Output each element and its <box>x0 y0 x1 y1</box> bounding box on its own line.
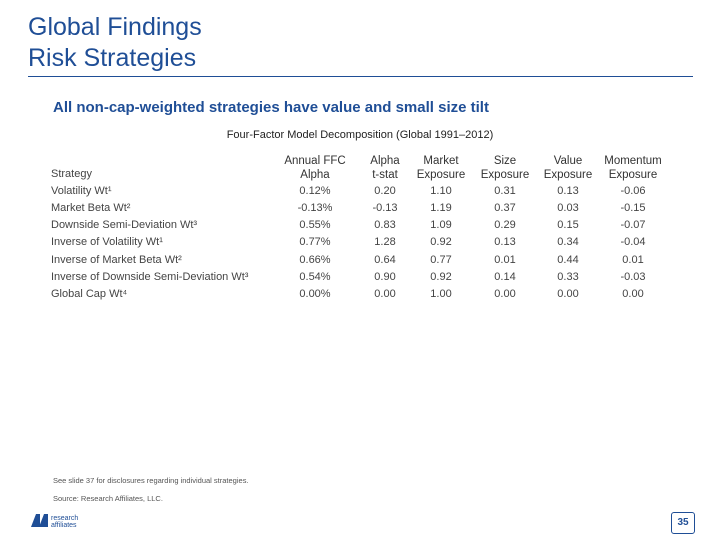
strategy-column-header: Strategy <box>51 168 92 180</box>
column-header-line: Alpha <box>300 169 330 181</box>
cell-size-exposure: 0.14 <box>494 271 516 283</box>
column-header-line: Alpha <box>370 155 400 167</box>
cell-size-exposure: 0.13 <box>494 236 516 248</box>
cell-ffc-alpha: 0.54% <box>299 271 331 283</box>
cell-momentum-exposure: 0.00 <box>622 288 644 300</box>
title-line-2: Risk Strategies <box>28 44 197 72</box>
column-header-momentum-exposure: Momentum Exposure <box>600 154 666 182</box>
cell-size-exposure: 0.29 <box>494 219 516 231</box>
cell-momentum-exposure: -0.04 <box>620 236 646 248</box>
cell-value-exposure: 0.34 <box>557 236 579 248</box>
logo-text-line-1: research <box>51 515 78 522</box>
column-header-line: Exposure <box>480 169 530 181</box>
cell-market-exposure: 1.19 <box>430 202 452 214</box>
cell-ffc-alpha: 0.00% <box>299 288 331 300</box>
cell-alpha-tstat: 0.20 <box>374 185 396 197</box>
cell-market-exposure: 0.92 <box>430 271 452 283</box>
cell-value-exposure: 0.44 <box>557 254 579 266</box>
cell-ffc-alpha: 0.77% <box>299 236 331 248</box>
column-header-line: Exposure <box>608 169 658 181</box>
row-label: Global Cap Wt⁴ <box>51 288 128 300</box>
column-header-market-exposure: Market Exposure <box>410 154 472 182</box>
cell-size-exposure: 0.31 <box>494 185 516 197</box>
cell-size-exposure: 0.00 <box>494 288 516 300</box>
title-line-1: Global Findings <box>28 13 202 41</box>
page-title: Global Findings Risk Strategies <box>28 12 202 74</box>
page-number: 35 <box>671 512 695 534</box>
cell-alpha-tstat: -0.13 <box>372 202 398 214</box>
row-label: Market Beta Wt² <box>51 202 131 214</box>
row-label: Volatility Wt¹ <box>51 185 112 197</box>
column-header-line: Value <box>553 155 583 167</box>
row-label: Downside Semi-Deviation Wt³ <box>51 219 198 231</box>
cell-ffc-alpha: 0.55% <box>299 219 331 231</box>
cell-momentum-exposure: -0.07 <box>620 219 646 231</box>
cell-market-exposure: 1.10 <box>430 185 452 197</box>
cell-alpha-tstat: 1.28 <box>374 236 396 248</box>
cell-ffc-alpha: 0.12% <box>299 185 331 197</box>
cell-value-exposure: 0.00 <box>557 288 579 300</box>
slide-subtitle: All non-cap-weighted strategies have val… <box>53 99 489 116</box>
cell-market-exposure: 0.92 <box>430 236 452 248</box>
row-label: Inverse of Volatility Wt¹ <box>51 236 163 248</box>
logo-text-line-2: affiliates <box>51 522 77 529</box>
column-header-line: Market <box>423 155 459 167</box>
cell-value-exposure: 0.15 <box>557 219 579 231</box>
column-header-line: Size <box>493 155 517 167</box>
row-label: Inverse of Downside Semi-Deviation Wt³ <box>51 271 249 283</box>
row-label: Inverse of Market Beta Wt² <box>51 254 182 266</box>
research-affiliates-logo: research affiliates <box>30 511 86 534</box>
cell-momentum-exposure: -0.15 <box>620 202 646 214</box>
column-header-line: t-stat <box>372 169 398 181</box>
column-header-line: Momentum <box>604 155 662 167</box>
cell-alpha-tstat: 0.90 <box>374 271 396 283</box>
cell-market-exposure: 1.00 <box>430 288 452 300</box>
column-header-size-exposure: Size Exposure <box>474 154 536 182</box>
cell-alpha-tstat: 0.83 <box>374 219 396 231</box>
cell-ffc-alpha: -0.13% <box>297 202 333 214</box>
cell-value-exposure: 0.33 <box>557 271 579 283</box>
column-header-ffc-alpha: Annual FFC Alpha <box>280 154 350 182</box>
cell-market-exposure: 1.09 <box>430 219 452 231</box>
column-header-line: Exposure <box>543 169 593 181</box>
column-header-line: Exposure <box>416 169 466 181</box>
table-caption: Four-Factor Model Decomposition (Global … <box>226 129 494 141</box>
column-header-line: Annual FFC <box>284 155 346 167</box>
logo-mark-icon: research affiliates <box>31 514 78 529</box>
source-note: Source: Research Affiliates, LLC. <box>53 494 163 503</box>
cell-market-exposure: 0.77 <box>430 254 452 266</box>
cell-alpha-tstat: 0.64 <box>374 254 396 266</box>
cell-size-exposure: 0.37 <box>494 202 516 214</box>
cell-momentum-exposure: -0.03 <box>620 271 646 283</box>
title-divider <box>28 76 693 77</box>
cell-alpha-tstat: 0.00 <box>374 288 396 300</box>
column-header-alpha-tstat: Alpha t-stat <box>356 154 414 182</box>
cell-value-exposure: 0.03 <box>557 202 579 214</box>
cell-value-exposure: 0.13 <box>557 185 579 197</box>
column-header-value-exposure: Value Exposure <box>537 154 599 182</box>
cell-momentum-exposure: 0.01 <box>622 254 644 266</box>
disclosure-note: See slide 37 for disclosures regarding i… <box>53 476 249 485</box>
cell-momentum-exposure: -0.06 <box>620 185 646 197</box>
cell-size-exposure: 0.01 <box>494 254 516 266</box>
cell-ffc-alpha: 0.66% <box>299 254 331 266</box>
